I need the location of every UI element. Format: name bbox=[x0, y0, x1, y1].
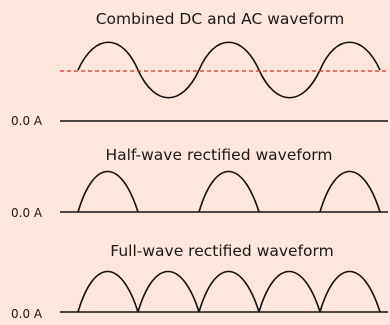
combined-panel: Combined DC and AC waveform 0.0 A bbox=[11, 10, 388, 128]
full-wave-zero-label: 0.0 A bbox=[11, 307, 43, 321]
full-wave-pulse bbox=[258, 270, 321, 313]
half-wave-pulse bbox=[77, 170, 139, 213]
full-wave-title: Full-wave rectified waveform bbox=[110, 242, 333, 260]
full-wave-pulse bbox=[319, 270, 381, 313]
half-wave-pulse bbox=[319, 170, 381, 213]
full-wave-pulse bbox=[198, 270, 260, 313]
full-wave-pulse bbox=[77, 270, 139, 313]
half-wave-title: Half-wave rectified waveform bbox=[105, 146, 332, 164]
half-wave-zero-label: 0.0 A bbox=[11, 206, 43, 220]
combined-title: Combined DC and AC waveform bbox=[96, 10, 345, 28]
full-wave-panel: Full-wave rectified waveform 0.0 A bbox=[11, 242, 388, 321]
half-wave-pulse bbox=[198, 170, 260, 213]
combined-zero-label: 0.0 A bbox=[11, 114, 43, 128]
full-wave-pulse bbox=[137, 270, 200, 313]
combined-ac-wave bbox=[77, 41, 381, 99]
half-wave-panel: Half-wave rectified waveform 0.0 A bbox=[11, 146, 388, 220]
